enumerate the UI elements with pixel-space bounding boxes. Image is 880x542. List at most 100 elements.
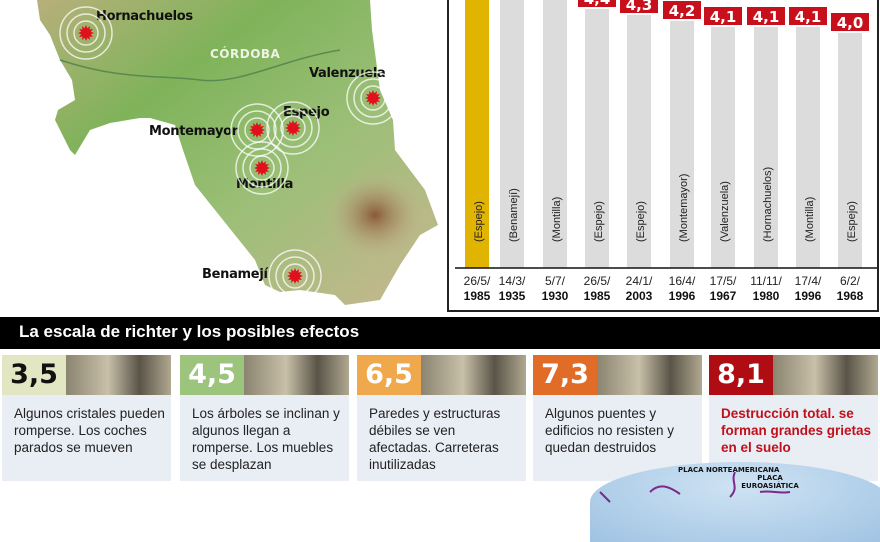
damage-photo [773, 355, 878, 395]
date-label: 24/1/ [626, 274, 653, 288]
year-label: 1985 [464, 289, 491, 303]
bar [711, 27, 735, 268]
magnitude-value: 8,1 [709, 355, 773, 395]
city-label-montemayor: Montemayor [149, 124, 238, 139]
shockwave-ring [249, 155, 275, 181]
city-label-hornachuelos: Hornachuelos [96, 9, 193, 24]
bar [500, 0, 524, 268]
epicenter-icon [365, 90, 381, 106]
year-label: 1968 [837, 289, 864, 303]
year-label: 2003 [626, 289, 653, 303]
bar [796, 27, 820, 268]
date-label: 26/5/ [584, 274, 611, 288]
effect-description: Algunos cristales pueden romperse. Los c… [14, 406, 165, 455]
category-label: (Hornachuelos) [762, 167, 774, 242]
shockwave-ring [73, 20, 99, 46]
city-label-valenzuela: Valenzuela [309, 66, 386, 81]
damage-photo [421, 355, 526, 395]
scale-title: La escala de richter y los posibles efec… [19, 322, 360, 341]
chart-svg: 5,0(Espejo)26/5/19854,7(Benamejí)14/3/19… [455, 0, 877, 303]
river [59, 49, 341, 82]
scale-title-bar: La escala de richter y los posibles efec… [0, 317, 880, 349]
damage-photo [597, 355, 702, 395]
scale-card-2: 6,5 Paredes y estructuras débiles se ven… [357, 355, 526, 481]
region-label: CÓRDOBA [210, 47, 281, 61]
shockwave-ring [353, 78, 393, 118]
shockwave-ring [280, 115, 306, 141]
bar [754, 27, 778, 268]
value-label: 4,4 [584, 0, 611, 8]
card-header: 8,1 [709, 355, 878, 395]
magnitude-value: 3,5 [2, 355, 66, 395]
date-label: 11/11/ [750, 274, 782, 288]
category-label: (Valenzuela) [719, 181, 731, 242]
category-label: (Espejo) [593, 201, 605, 242]
year-label: 1980 [753, 289, 780, 303]
value-label: 4,3 [626, 0, 653, 14]
province-map: CÓRDOBA Hornachuelos Valenzuela Espejo M… [0, 0, 445, 310]
year-label: 1935 [499, 289, 526, 303]
category-label: (Montilla) [551, 197, 563, 242]
date-label: 26/5/ [464, 274, 491, 288]
epicenter-layer [59, 6, 400, 303]
category-label: (Espejo) [846, 201, 858, 242]
epicenter-icon [254, 160, 270, 176]
year-label: 1930 [542, 289, 569, 303]
shockwave-ring [273, 108, 313, 148]
scale-card-4: 8,1 Destrucción total. se forman grandes… [709, 355, 878, 481]
effect-description: Algunos puentes y edificios no resisten … [545, 406, 675, 455]
plate-label-north-american: PLACA NORTEAMERICANA [678, 466, 780, 474]
magnitude-value: 4,5 [180, 355, 244, 395]
value-label-bg [747, 7, 785, 25]
date-label: 17/5/ [710, 274, 737, 288]
value-label-bg [789, 7, 827, 25]
date-label: 16/4/ [669, 274, 696, 288]
card-header: 3,5 [2, 355, 171, 395]
date-label: 5/7/ [545, 274, 566, 288]
year-label: 1967 [710, 289, 737, 303]
value-label: 4,1 [795, 8, 822, 26]
value-label-bg [620, 0, 658, 13]
shockwave-ring [59, 6, 113, 60]
bar [627, 15, 651, 268]
effect-description: Paredes y estructuras débiles se ven afe… [369, 406, 501, 472]
epicenter-icon [78, 25, 94, 41]
card-header: 4,5 [180, 355, 349, 395]
mountain-area [325, 170, 425, 260]
plate-boundaries [599, 471, 791, 503]
date-label: 6/2/ [840, 274, 861, 288]
date-label: 14/3/ [499, 274, 526, 288]
epicenter-icon [287, 268, 303, 284]
shockwave-ring [242, 148, 282, 188]
value-label: 4,1 [710, 8, 737, 26]
card-header: 7,3 [533, 355, 702, 395]
shockwave-ring [268, 249, 322, 303]
tectonic-globe: PLACA NORTEAMERICANA PLACA EUROASIÁTICA [590, 462, 880, 542]
value-label: 4,1 [753, 8, 780, 26]
bar [838, 33, 862, 268]
bar [585, 9, 609, 268]
city-label-benameji: Benamejí [202, 267, 268, 282]
effect-description: Destrucción total. se forman grandes gri… [721, 406, 872, 455]
value-label-bg [704, 7, 742, 25]
value-label-bg [578, 0, 616, 7]
year-label: 1985 [584, 289, 611, 303]
shockwave-ring [266, 101, 320, 155]
year-label: 1996 [795, 289, 822, 303]
magnitude-value: 6,5 [357, 355, 421, 395]
year-label: 1996 [669, 289, 696, 303]
plate-label-eurasian: PLACA EUROASIÁTICA [741, 474, 799, 490]
bar [465, 0, 489, 268]
damage-photo [244, 355, 349, 395]
shockwave-ring [66, 13, 106, 53]
category-label: (Montemayor) [678, 174, 690, 242]
date-label: 17/4/ [795, 274, 822, 288]
category-label: (Montilla) [804, 197, 816, 242]
scale-card-0: 3,5 Algunos cristales pueden romperse. L… [2, 355, 171, 481]
shockwave-ring [360, 85, 386, 111]
category-label: (Espejo) [473, 201, 485, 242]
magnitude-value: 7,3 [533, 355, 597, 395]
shockwave-ring [230, 103, 284, 157]
value-label: 4,0 [837, 14, 864, 32]
scale-card-3: 7,3 Algunos puentes y edificios no resis… [533, 355, 702, 481]
